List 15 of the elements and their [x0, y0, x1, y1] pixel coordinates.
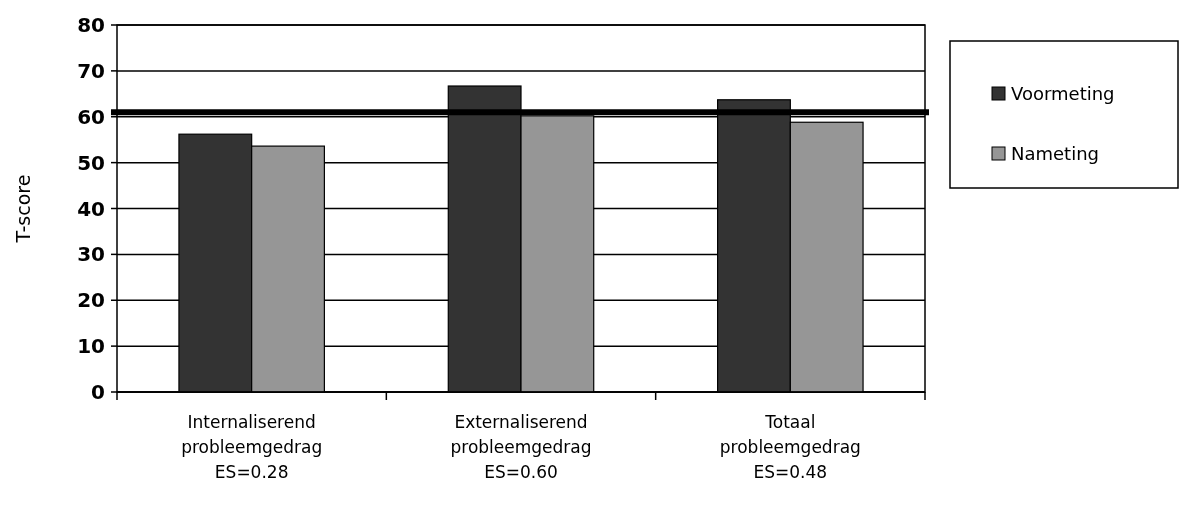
y-tick-label: 50: [77, 150, 105, 175]
y-tick-label: 40: [77, 196, 105, 221]
y-tick-label: 70: [77, 58, 105, 83]
y-axis-title: T-score: [12, 174, 34, 244]
legend-label: Nameting: [1011, 143, 1099, 165]
y-tick-label: 10: [77, 334, 105, 359]
y-tick-label: 60: [77, 104, 105, 129]
y-tick-label: 30: [77, 242, 105, 267]
x-tick-label: Externaliserend probleemgedrag ES=0.60: [450, 412, 592, 482]
y-tick-label: 80: [77, 13, 105, 37]
legend-label: Voormeting: [1011, 83, 1115, 105]
y-tick-label: 20: [77, 288, 105, 313]
y-tick-label: 0: [91, 380, 105, 404]
x-tick-label: Internaliserend probleemgedrag ES=0.28: [181, 412, 323, 482]
x-tick-label: Totaal probleemgedrag ES=0.48: [719, 412, 861, 482]
